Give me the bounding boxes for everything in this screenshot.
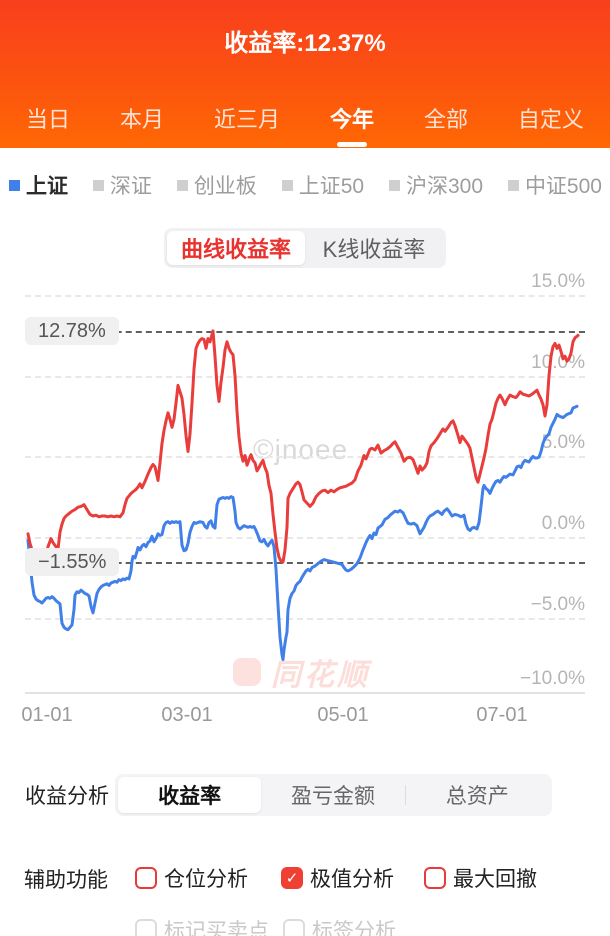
checkbox-disabled-icon [283,919,305,936]
tab-label: 今年 [329,107,374,132]
min-value-badge: −1.55% [25,548,120,576]
legend-label: 沪深300 [405,175,484,198]
user-watermark: ©jnoee [253,434,349,465]
legend-square-icon [176,179,188,191]
gridline [25,456,585,459]
tab-all[interactable]: 全部 [424,102,468,147]
checkbox-position-analysis[interactable]: 仓位分析 [135,863,248,893]
min-value-line [25,562,585,564]
x-axis-label: 05-01 [317,704,369,726]
legend-item-shenzheng[interactable]: 深证 [92,170,152,200]
period-tabs: 当日 本月 近三月 今年 全部 自定义 [0,102,610,147]
max-value-line [25,331,585,333]
gridline [25,692,585,694]
legend-square-icon [281,179,293,191]
tab-label: 近三月 [213,107,280,132]
toggle-kline-return[interactable]: K线收益率 [305,231,443,265]
analysis-row: 收益分析 收益率 盈亏金额 总资产 [0,774,610,816]
legend-label: 深证 [109,175,152,198]
return-line-red [26,329,580,564]
legend-item-shangzheng[interactable]: 上证 [9,170,68,200]
analysis-tab-total-assets[interactable]: 总资产 [406,777,549,813]
x-axis-label: 03-01 [161,704,213,726]
index-line-blue [26,404,579,662]
analysis-tab-label: 盈亏金额 [290,785,375,808]
x-axis-label: 01-01 [21,704,73,726]
analysis-tab-label: 收益率 [158,785,222,808]
legend-square-icon [507,179,519,191]
brand-watermark: 同花顺 [233,650,370,694]
chart-lines [26,329,580,662]
legend-label: 上证50 [298,175,365,198]
checkbox-extreme-value-analysis[interactable]: 极值分析 [281,863,394,893]
y-axis-label: −10.0% [520,668,585,689]
y-axis-label: 10.0% [531,351,585,373]
checkbox-disabled-icon [135,919,157,936]
max-value-badge: 12.78% [25,317,119,345]
checkbox-mark-trade-points: 标记买卖点 [135,915,269,936]
tab-today[interactable]: 当日 [26,102,70,147]
legend-square-icon [388,179,400,191]
checkbox-unchecked-icon[interactable] [424,867,446,889]
legend-label: 中证500 [524,175,602,198]
checkbox-label: 仓位分析 [164,868,248,891]
tab-this-month[interactable]: 本月 [120,102,164,147]
tab-label: 全部 [423,107,468,132]
checkbox-unchecked-icon[interactable] [135,867,157,889]
aux-functions: 辅助功能 仓位分析 极值分析 最大回撤 标记买卖点 标签分析 [0,863,610,936]
analysis-tab-profit-amount[interactable]: 盈亏金额 [261,777,404,813]
checkbox-checked-icon[interactable] [281,867,303,889]
tab-label: 本月 [119,107,164,132]
tab-custom[interactable]: 自定义 [518,102,584,147]
legend-item-zhongzheng500[interactable]: 中证500 [507,170,602,200]
active-tab-indicator [336,142,367,147]
return-chart[interactable]: 15.0% 10.0% 5.0% 0.0% −5.0% −10.0% 01-01 03-01 0… [0,271,610,734]
y-axis-label: 0.0% [541,513,585,534]
y-axis-label: −5.0% [530,593,585,615]
legend-label: 创业板 [193,175,257,198]
legend-item-chuangyeban[interactable]: 创业板 [176,170,257,200]
header: 收益率:12.37% 当日 本月 近三月 今年 全部 自定义 [0,0,610,148]
toggle-label: 曲线收益率 [180,237,291,262]
x-axis-label: 07-01 [476,704,528,726]
legend-item-hushen300[interactable]: 沪深300 [388,170,484,200]
analysis-tab-label: 总资产 [445,785,509,808]
aux-label: 辅助功能 [24,869,108,892]
gridline [25,375,585,378]
gridline [25,617,585,620]
checkbox-label: 最大回撤 [453,868,537,891]
segment-divider [404,785,406,805]
checkbox-tag-analysis: 标签分析 [283,915,396,936]
legend-item-shangzheng50[interactable]: 上证50 [281,170,365,200]
legend-square-icon [9,179,20,191]
tab-this-year[interactable]: 今年 [330,102,374,147]
chart-type-toggle: 曲线收益率 K线收益率 [164,228,446,268]
toggle-curve-return[interactable]: 曲线收益率 [167,231,305,265]
analysis-tab-return-rate[interactable]: 收益率 [118,777,262,813]
toggle-label: K线收益率 [322,237,426,262]
checkbox-max-drawdown[interactable]: 最大回撤 [424,863,537,893]
gridline [25,295,585,298]
y-axis-label: 5.0% [541,432,585,454]
analysis-tabs: 收益率 盈亏金额 总资产 [115,774,552,816]
tab-last-3-months[interactable]: 近三月 [214,102,280,147]
checkbox-label: 标记买卖点 [164,920,269,936]
checkbox-label: 标签分析 [312,920,396,936]
index-legend: 上证 深证 创业板 上证50 沪深300 中证500 [0,148,610,200]
brand-watermark-text: 同花顺 [271,659,370,692]
tab-label: 当日 [26,107,71,132]
analysis-label: 收益分析 [25,785,109,808]
tab-label: 自定义 [517,107,584,132]
legend-label: 上证 [26,175,68,198]
page-title: 收益率:12.37% [224,30,386,57]
y-axis-label: 15.0% [531,271,585,293]
checkbox-label: 极值分析 [310,868,394,891]
gridline [25,537,585,539]
legend-square-icon [92,179,104,191]
tonghuashun-logo-icon [233,658,261,686]
